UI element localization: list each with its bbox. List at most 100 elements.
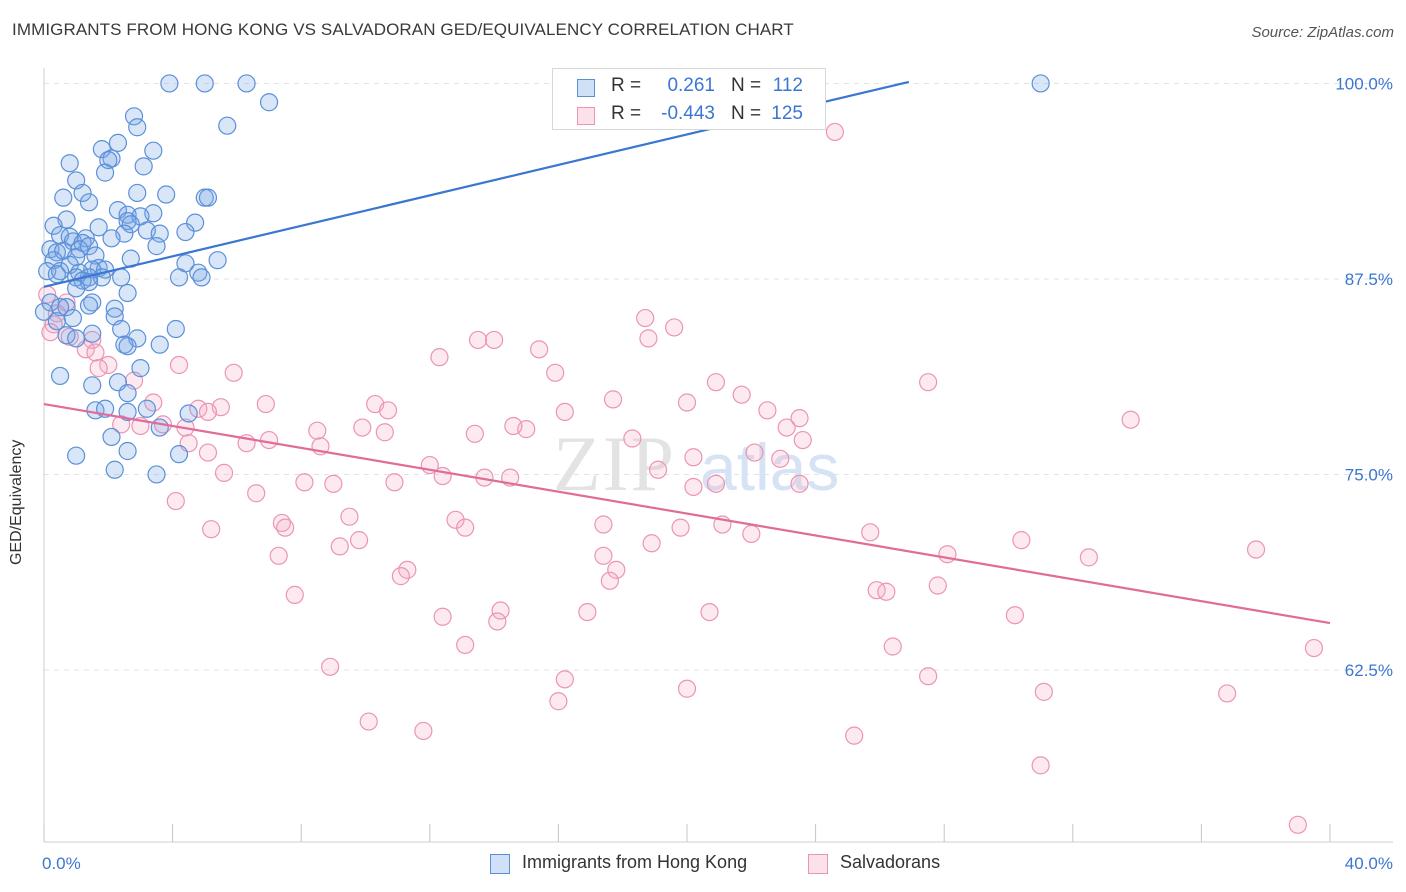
legend-r-value: -0.443 xyxy=(661,103,715,124)
salvadorans-point xyxy=(790,474,809,493)
hong-kong-point xyxy=(192,268,211,287)
salvadorans-point xyxy=(549,692,568,711)
salvadorans-point xyxy=(247,484,266,503)
series-hong-kong-points xyxy=(34,74,1050,484)
legend-n-value: 125 xyxy=(771,103,803,124)
salvadorans-point xyxy=(1246,540,1266,559)
legend-swatch-hong-kong xyxy=(490,854,510,874)
hong-kong-point xyxy=(118,384,137,403)
salvadorans-point xyxy=(938,545,957,564)
salvadorans-point xyxy=(648,460,668,479)
salvadorans-point xyxy=(202,520,221,539)
source-label: Source: ZipAtlas.com xyxy=(1251,24,1394,41)
hong-kong-point xyxy=(218,116,237,135)
hong-kong-point xyxy=(54,188,73,207)
hong-kong-point xyxy=(208,251,227,270)
salvadorans-point xyxy=(1304,638,1324,658)
salvadorans-point xyxy=(214,463,234,482)
hong-kong-point xyxy=(79,237,99,256)
salvadorans-point xyxy=(845,726,864,745)
salvadorans-point xyxy=(758,401,777,420)
hong-kong-point xyxy=(67,279,86,298)
salvadorans-point xyxy=(198,443,218,462)
salvadorans-point xyxy=(224,363,243,382)
salvadorans-point xyxy=(414,721,433,741)
hong-kong-point xyxy=(50,262,70,281)
hong-kong-point xyxy=(169,268,189,287)
salvadorans-point xyxy=(353,418,372,437)
hong-kong-point xyxy=(195,74,214,93)
salvadorans-point xyxy=(456,635,475,655)
hong-kong-point xyxy=(89,218,108,237)
hong-kong-point xyxy=(108,133,128,152)
salvadorans-point xyxy=(330,537,349,556)
salvadorans-point xyxy=(677,679,697,698)
hong-kong-point xyxy=(83,376,102,395)
salvadorans-point xyxy=(430,348,449,367)
legend-r-label: R = xyxy=(611,75,642,96)
watermark-zip: ZIP xyxy=(553,420,676,507)
salvadorans-point xyxy=(671,518,690,537)
hong-kong-point xyxy=(160,74,179,93)
hong-kong-point xyxy=(57,326,76,345)
salvadorans-point xyxy=(1005,606,1025,625)
hong-kong-point xyxy=(63,308,83,328)
salvadorans-point xyxy=(465,424,484,443)
salvadorans-point xyxy=(771,449,790,468)
salvadorans-point xyxy=(340,507,359,526)
hong-kong-point xyxy=(112,319,131,339)
hong-kong-point xyxy=(102,229,121,248)
salvadorans-point xyxy=(375,423,394,442)
salvadorans-point xyxy=(919,667,938,686)
legend-n-label: N = xyxy=(731,75,762,96)
hong-kong-point xyxy=(118,402,137,421)
x-tick-label: 0.0% xyxy=(42,854,81,873)
salvadorans-point xyxy=(433,607,452,626)
salvadorans-point xyxy=(1012,531,1031,550)
legend-r-label: R = xyxy=(611,103,642,124)
y-tick-label: 75.0% xyxy=(1345,465,1393,484)
hong-kong-point xyxy=(237,74,256,93)
hong-kong-point xyxy=(105,299,124,318)
y-tick-label: 87.5% xyxy=(1345,270,1393,289)
salvadorans-point xyxy=(99,355,118,375)
hong-kong-point xyxy=(118,283,137,303)
hong-kong-point xyxy=(47,265,66,284)
salvadorans-point xyxy=(600,571,619,590)
salvadorans-point xyxy=(385,473,404,492)
hong-kong-point xyxy=(92,140,111,159)
salvadorans-point xyxy=(308,421,327,440)
salvadorans-point xyxy=(639,329,658,348)
hong-kong-point xyxy=(186,213,205,232)
hong-kong-point xyxy=(83,324,102,343)
hong-kong-point xyxy=(57,298,76,317)
trend-lines xyxy=(43,80,1331,625)
hong-kong-point xyxy=(147,237,166,256)
salvadorans-point xyxy=(928,576,947,595)
salvadorans-point xyxy=(742,524,761,543)
salvadorans-point xyxy=(578,602,597,622)
hong-kong-point xyxy=(95,163,115,182)
legend-n-value: 112 xyxy=(772,75,803,96)
hong-kong-point xyxy=(38,262,57,281)
hong-kong-point xyxy=(124,107,144,126)
salvadorans-point xyxy=(684,448,703,467)
salvadorans-point xyxy=(166,491,185,511)
hong-kong-point xyxy=(83,293,102,312)
salvadorans-trend-line xyxy=(43,402,1331,625)
hong-kong-point xyxy=(105,460,124,479)
salvadorans-point xyxy=(665,318,684,337)
salvadorans-point xyxy=(919,373,938,392)
hong-kong-point xyxy=(259,93,279,112)
watermark-atlas: atlas xyxy=(700,430,839,504)
salvadorans-point xyxy=(446,510,465,529)
correlation-legend: R = 0.261 N = 112 R = -0.443 N = 125 xyxy=(552,68,826,130)
hong-kong-point xyxy=(60,154,79,173)
hong-kong-point xyxy=(134,157,153,176)
salvadorans-point xyxy=(777,418,796,437)
salvadorans-point xyxy=(732,385,751,404)
legend-row-hong-kong: R = 0.261 N = 112 xyxy=(553,73,825,101)
hong-kong-point xyxy=(67,446,86,465)
hong-kong-point xyxy=(102,427,121,447)
